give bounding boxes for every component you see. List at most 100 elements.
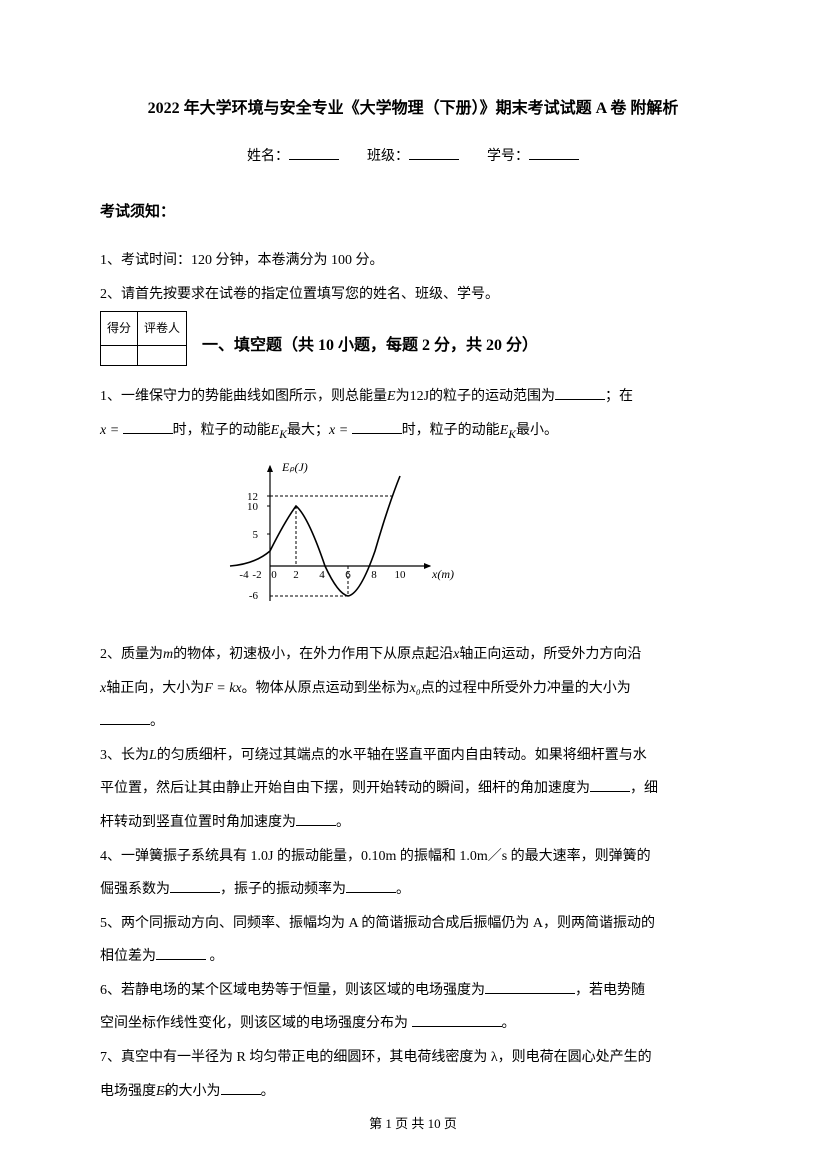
id-label: 学号： bbox=[487, 149, 529, 164]
svg-text:2: 2 bbox=[293, 569, 299, 581]
q1-mid1: 为 bbox=[396, 389, 410, 404]
q2-formula: F = kx bbox=[204, 681, 241, 696]
q1-l2e: 最小。 bbox=[516, 423, 558, 438]
q3-p: 3、长为 bbox=[100, 748, 149, 763]
question-3-line2: 平位置，然后让其由静止开始自由下摆，则开始转动的瞬间，细杆的角加速度为 ，细 bbox=[100, 772, 726, 806]
page-footer: 第 1 页 共 10 页 bbox=[0, 1108, 826, 1139]
score-cell-1 bbox=[101, 345, 138, 365]
q3-l3e: 。 bbox=[336, 815, 350, 830]
q6-t: 6、若静电场的某个区域电势等于恒量，则该区域的电场强度为 bbox=[100, 983, 485, 998]
q6-l2: 空间坐标作线性变化，则该区域的电场强度分布为 bbox=[100, 1016, 412, 1031]
q2-l2m2: 。物体从原点运动到坐标为 bbox=[242, 681, 410, 696]
notice-1: 1、考试时间：120 分钟，本卷满分为 100 分。 bbox=[100, 244, 726, 278]
question-7-line2: 电场强度→E的大小为 。 bbox=[100, 1075, 726, 1109]
q7-l2e: 。 bbox=[261, 1084, 275, 1099]
q5-blank bbox=[156, 944, 206, 960]
q3-L: L bbox=[149, 748, 157, 763]
question-4: 4、一弹簧振子系统具有 1.0J 的振动能量，0.10m 的振幅和 1.0m／s… bbox=[100, 840, 726, 874]
score-cell-2 bbox=[138, 345, 187, 365]
q1-l2m3: 时，粒子的动能 bbox=[402, 423, 500, 438]
question-7: 7、真空中有一半径为 R 均匀带正电的细圆环，其电荷线密度为 λ，则电荷在圆心处… bbox=[100, 1041, 726, 1075]
name-blank bbox=[289, 144, 339, 160]
score-table: 得分 评卷人 bbox=[100, 311, 187, 366]
q2-m2: 轴正向运动，所受外力方向沿 bbox=[459, 647, 641, 662]
student-info-line: 姓名： 班级： 学号： bbox=[100, 140, 726, 174]
class-label: 班级： bbox=[367, 149, 409, 164]
q1-l2m1: 时，粒子的动能 bbox=[173, 423, 271, 438]
q2-x0: x₀ bbox=[410, 681, 421, 696]
q1-val: 12J bbox=[410, 389, 429, 404]
q4-l2p: 倔强系数为 bbox=[100, 882, 170, 897]
q1-blank2 bbox=[123, 418, 173, 434]
question-4-line2: 倔强系数为 ，振子的振动频率为 。 bbox=[100, 873, 726, 907]
q3-l2: 平位置，然后让其由静止开始自由下摆，则开始转动的瞬间，细杆的角加速度为 bbox=[100, 781, 590, 796]
svg-text:-4: -4 bbox=[239, 569, 249, 581]
svg-text:-6: -6 bbox=[249, 590, 259, 602]
svg-text:Eₚ(J): Eₚ(J) bbox=[281, 460, 308, 474]
svg-text:8: 8 bbox=[371, 569, 377, 581]
q1-ek1: EK bbox=[271, 423, 287, 438]
question-2-line2: x轴正向，大小为F = kx。物体从原点运动到坐标为x₀点的过程中所受外力冲量的… bbox=[100, 672, 726, 706]
q3-l3: 杆转动到竖直位置时角加速度为 bbox=[100, 815, 296, 830]
svg-text:4: 4 bbox=[319, 569, 325, 581]
q5-l2p: 相位差为 bbox=[100, 949, 156, 964]
q1-e: E bbox=[387, 389, 396, 404]
svg-text:10: 10 bbox=[247, 501, 259, 513]
q1-semi: ；在 bbox=[605, 389, 633, 404]
svg-text:10: 10 bbox=[395, 569, 407, 581]
id-blank bbox=[529, 144, 579, 160]
question-5-line2: 相位差为 。 bbox=[100, 940, 726, 974]
question-6-line2: 空间坐标作线性变化，则该区域的电场强度分布为 。 bbox=[100, 1007, 726, 1041]
q6-l2e: 。 bbox=[502, 1016, 516, 1031]
question-2-line3: 。 bbox=[100, 705, 726, 739]
svg-text:0: 0 bbox=[271, 569, 277, 581]
q6-blank2 bbox=[412, 1011, 502, 1027]
section-1-title: 一、填空题（共 10 小题，每题 2 分，共 20 分） bbox=[202, 311, 538, 365]
q2-m: m bbox=[163, 647, 173, 662]
q3-l2e: ，细 bbox=[630, 781, 658, 796]
svg-text:6: 6 bbox=[345, 569, 351, 581]
score-header-1: 得分 bbox=[101, 312, 138, 346]
question-5: 5、两个同振动方向、同频率、振幅均为 A 的简谐振动合成后振幅仍为 A，则两简谐… bbox=[100, 907, 726, 941]
q7-e-vector: →E bbox=[156, 1084, 165, 1099]
q1-x1: x = bbox=[100, 423, 123, 438]
question-1: 1、一维保守力的势能曲线如图所示，则总能量E为12J的粒子的运动范围为 ；在 bbox=[100, 380, 726, 414]
q1-blank3 bbox=[352, 418, 402, 434]
q6-blank1 bbox=[485, 978, 575, 994]
q1-blank1 bbox=[555, 384, 605, 400]
q7-blank bbox=[221, 1079, 261, 1095]
q3-blank1 bbox=[590, 776, 630, 792]
notice-header: 考试须知： bbox=[100, 194, 726, 230]
svg-text:x(m): x(m) bbox=[431, 567, 454, 581]
question-6: 6、若静电场的某个区域电势等于恒量，则该区域的电场强度为 ，若电势随 bbox=[100, 974, 726, 1008]
question-3-line3: 杆转动到竖直位置时角加速度为 。 bbox=[100, 806, 726, 840]
q4-blank2 bbox=[346, 877, 396, 893]
q4-l2e: 。 bbox=[396, 882, 410, 897]
q5-l2e: 。 bbox=[206, 949, 224, 964]
q6-l1e: ，若电势随 bbox=[575, 983, 645, 998]
exam-title: 2022 年大学环境与安全专业《大学物理（下册）》期末考试试题 A 卷 附解析 bbox=[100, 90, 726, 128]
svg-text:5: 5 bbox=[253, 529, 259, 541]
notice-2: 2、请首先按要求在试卷的指定位置填写您的姓名、班级、学号。 bbox=[100, 278, 726, 312]
name-label: 姓名： bbox=[247, 149, 289, 164]
question-1-line2: x = 时，粒子的动能EK最大；x = 时，粒子的动能EK最小。 bbox=[100, 414, 726, 449]
q3-m1: 的匀质细杆，可绕过其端点的水平轴在竖直平面内自由转动。如果将细杆置与水 bbox=[157, 748, 647, 763]
q7-l2m: 的大小为 bbox=[165, 1084, 221, 1099]
q4-blank1 bbox=[170, 877, 220, 893]
q2-l3: 。 bbox=[150, 714, 164, 729]
q1-l2m2: 最大； bbox=[287, 423, 329, 438]
potential-energy-chart: 12 10 5 -6 -4 -2 0 2 4 6 8 10 Eₚ(J) x(m) bbox=[200, 456, 726, 630]
class-blank bbox=[409, 144, 459, 160]
q4-l2m: ，振子的振动频率为 bbox=[220, 882, 346, 897]
svg-text:-2: -2 bbox=[252, 569, 261, 581]
question-2: 2、质量为m的物体，初速极小，在外力作用下从原点起沿x轴正向运动，所受外力方向沿 bbox=[100, 638, 726, 672]
q2-l2m3: 点的过程中所受外力冲量的大小为 bbox=[421, 681, 631, 696]
q2-p: 2、质量为 bbox=[100, 647, 163, 662]
q1-mid2: 的粒子的运动范围为 bbox=[429, 389, 555, 404]
q7-l2p: 电场强度 bbox=[100, 1084, 156, 1099]
q1-x2: x = bbox=[329, 423, 352, 438]
q2-m1: 的物体，初速极小，在外力作用下从原点起沿 bbox=[173, 647, 453, 662]
score-header-2: 评卷人 bbox=[138, 312, 187, 346]
q1-prefix: 1、一维保守力的势能曲线如图所示，则总能量 bbox=[100, 389, 387, 404]
q1-ek2: EK bbox=[500, 423, 516, 438]
